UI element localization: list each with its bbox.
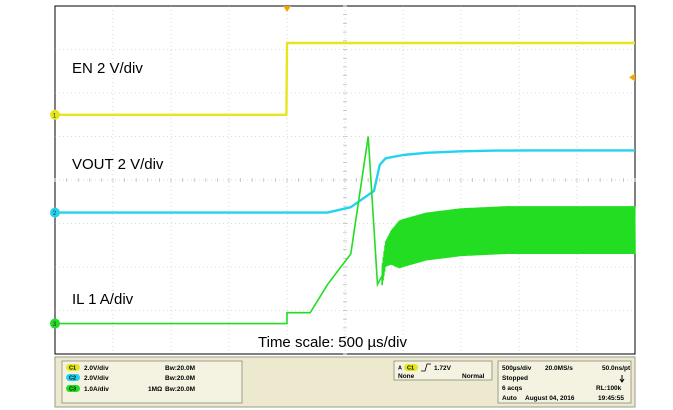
svg-text:C2: C2 (69, 376, 76, 382)
vout-trace (55, 149, 635, 214)
en-trace-label: EN 2 V/div (72, 60, 143, 77)
single-sequence-icon (619, 375, 625, 383)
acquisition-count: 6 acqs (502, 385, 523, 392)
channel-3-badge[interactable] (66, 385, 80, 392)
channel-3-coupling: 1MΩ (148, 386, 162, 393)
acquisition-panel: 500µs/div 20.0MS/s 50.0ns/pt Stopped 6 a… (497, 360, 632, 404)
channel-3-bandwidth: Bᴡ:20.0M (165, 386, 195, 393)
trigger-panel: A C1 1.72V None Normal (393, 360, 493, 381)
trigger-level: 1.72V (434, 365, 452, 372)
channel-ground-markers: 1 2 3 (50, 109, 60, 329)
vout-trace-label: VOUT 2 V/div (72, 156, 164, 173)
trigger-level-marker (629, 73, 635, 82)
trigger-position-marker (283, 6, 291, 12)
en-trace (55, 41, 635, 116)
channel-1-ground-label: 1 (53, 112, 57, 119)
il-trace-label: IL 1 A/div (72, 291, 134, 308)
capture-time: 19:45:55 (598, 395, 624, 402)
trace-layer (55, 41, 636, 325)
channel-3-scale: 1.0A/div (84, 386, 109, 393)
channel-1-scale: 2.0V/div (84, 365, 109, 372)
record-length: RL:100k (596, 385, 622, 392)
svg-text:C1: C1 (407, 366, 414, 372)
trigger-source-badge[interactable] (404, 364, 418, 371)
sample-rate: 20.0MS/s (545, 365, 573, 372)
channel-2-ground-marker (50, 207, 60, 218)
acquisition-state: Stopped (502, 375, 528, 382)
channel-settings-panel: C1 2.0V/div Bᴡ:20.0M C2 2.0V/div Bᴡ:20.0… (61, 360, 243, 404)
rising-edge-icon (421, 363, 431, 372)
trigger-mode: Normal (462, 373, 485, 380)
acquisition-mode: Auto (502, 395, 517, 402)
channel-2-scale: 2.0V/div (84, 375, 109, 382)
channel-2-badge[interactable] (66, 374, 80, 381)
channel-3-ground-label: 3 (53, 321, 57, 328)
channel-1-bandwidth: Bᴡ:20.0M (165, 365, 195, 372)
svg-text:C1: C1 (69, 366, 76, 372)
timebase: 500µs/div (502, 365, 532, 372)
status-bar: C1 2.0V/div Bᴡ:20.0M C2 2.0V/div Bᴡ:20.0… (54, 356, 636, 408)
channel-3-ground-marker (50, 318, 60, 329)
resolution: 50.0ns/pt (602, 365, 631, 372)
channel-1-badge[interactable] (66, 364, 80, 371)
channel-2-bandwidth: Bᴡ:20.0M (165, 375, 195, 382)
capture-date: August 04, 2016 (525, 395, 575, 402)
channel-1-ground-marker (50, 109, 60, 120)
svg-text:C3: C3 (69, 387, 76, 393)
il-trace (55, 136, 636, 325)
svg-text:A: A (398, 366, 402, 372)
trigger-source-none: None (398, 373, 415, 380)
graticule (54, 5, 636, 355)
channel-2-ground-label: 2 (53, 210, 57, 217)
time-scale-label: Time scale: 500 µs/div (258, 334, 407, 351)
